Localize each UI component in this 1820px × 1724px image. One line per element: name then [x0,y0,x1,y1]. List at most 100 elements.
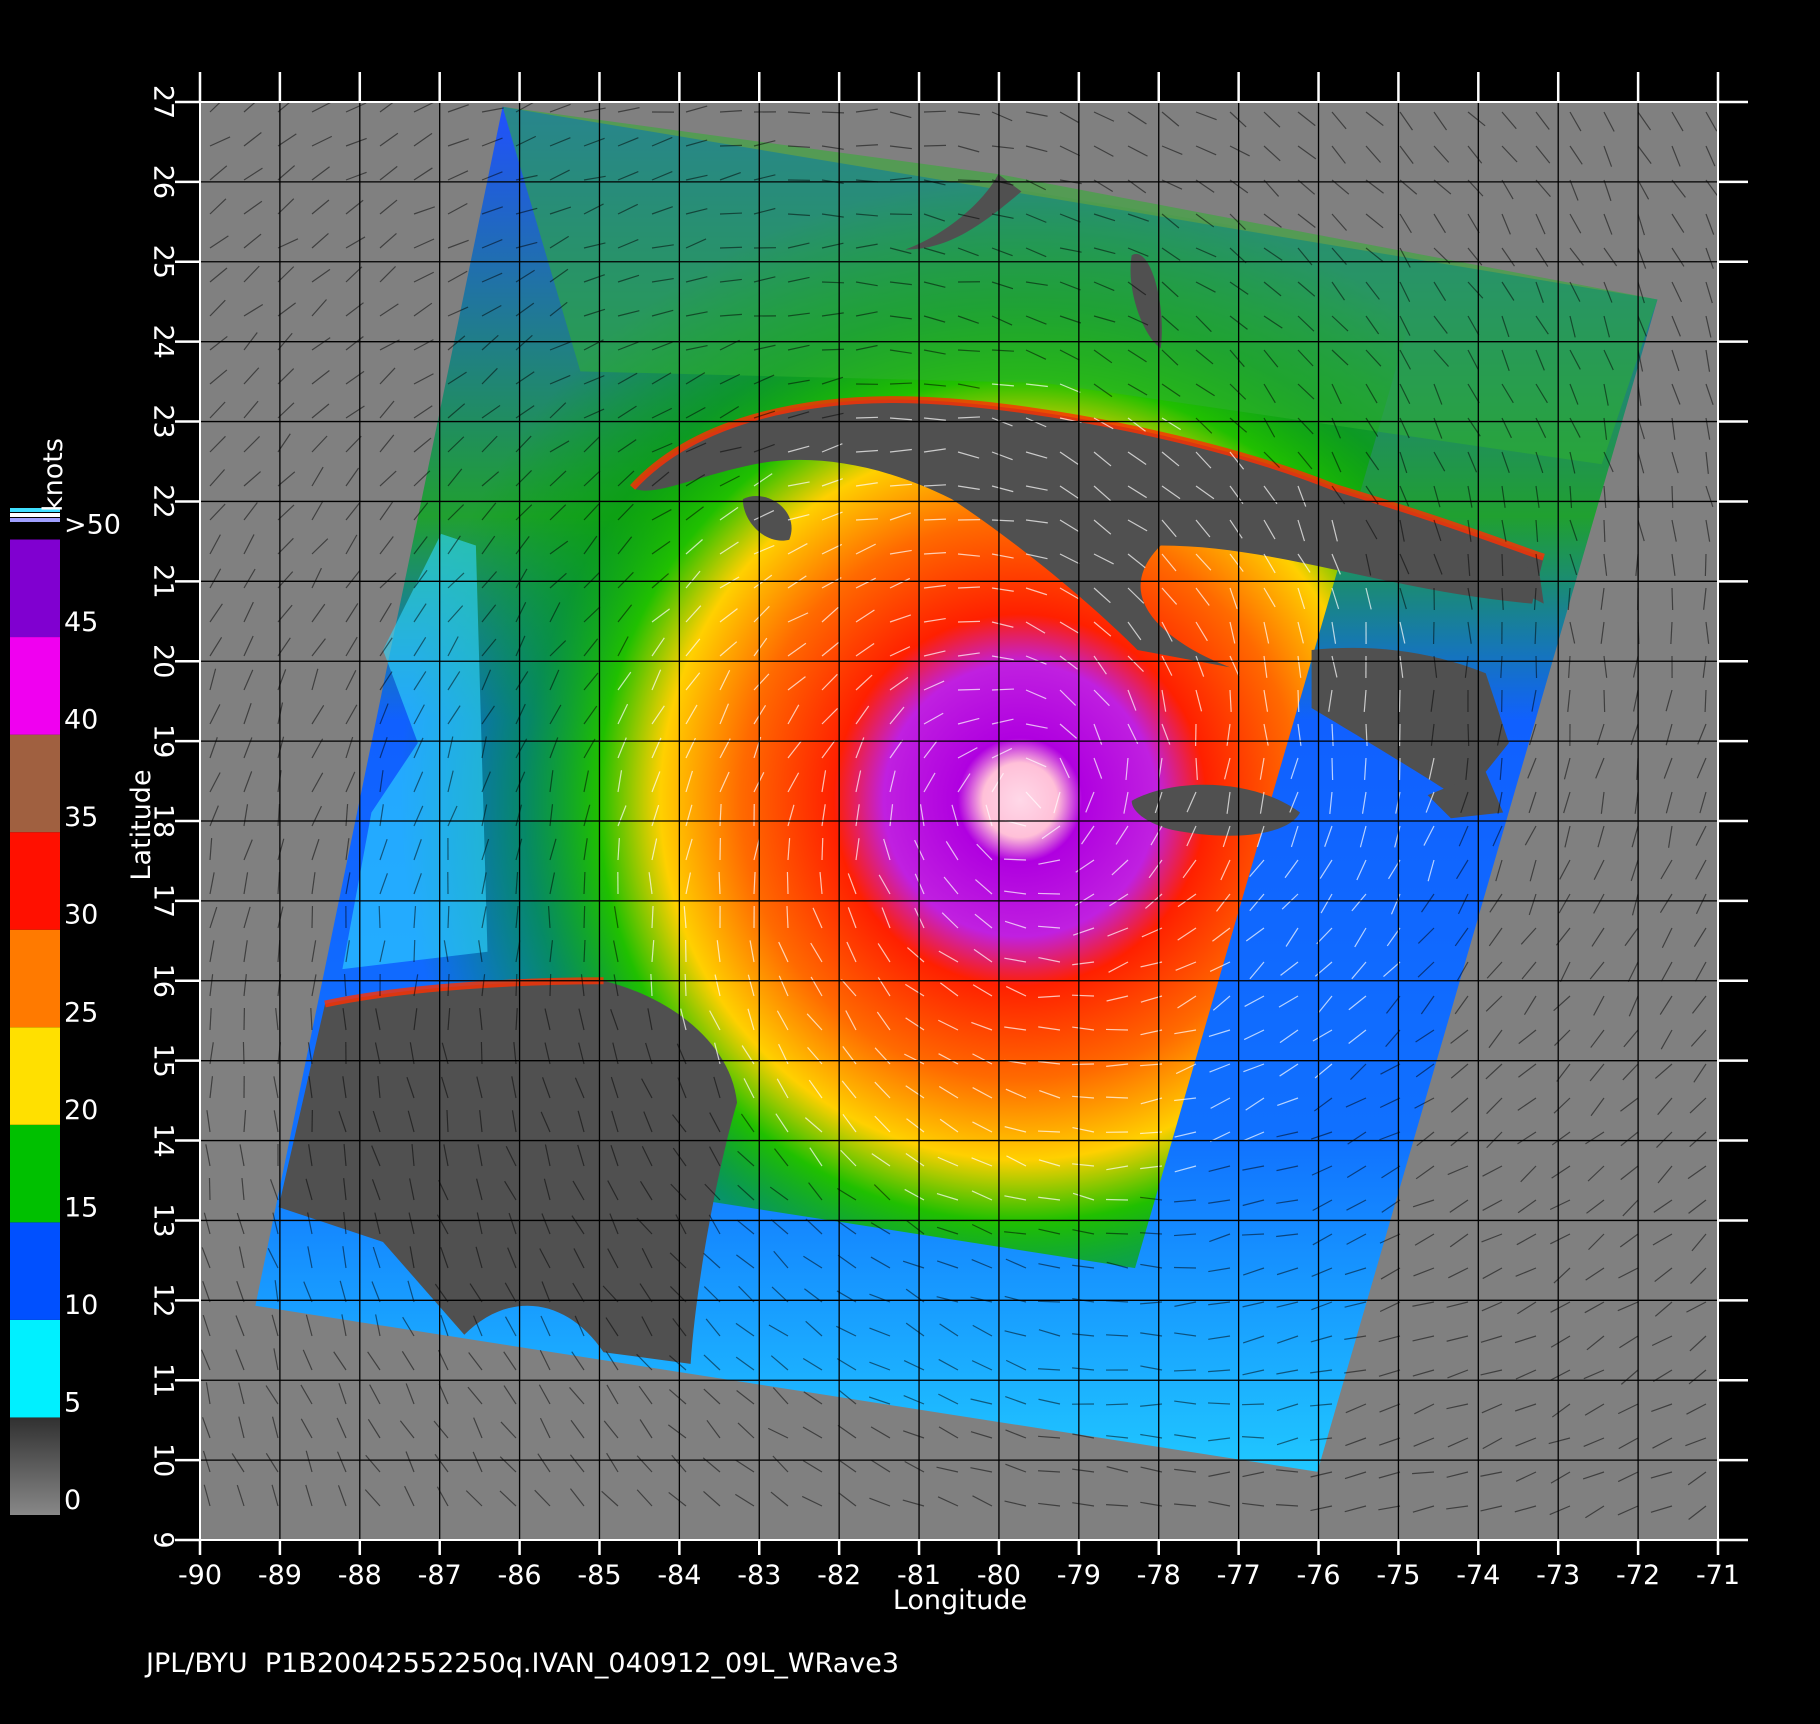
y-tick-label: 27 [148,85,179,119]
wind-barb [550,974,551,996]
wind-barb [1705,554,1706,576]
x-tick-label: -85 [577,1560,621,1591]
wind-barb [720,145,742,146]
y-tick-label: 15 [148,1043,179,1077]
y-tick-label: 24 [148,324,179,358]
colorbar-tick-label: 15 [64,1192,98,1223]
wind-barb [958,180,980,181]
wind-barb [1072,995,1094,996]
colorbar-tick-label: 30 [64,900,98,931]
wind-barb [1072,1064,1094,1065]
y-tick-label: 23 [148,404,179,438]
wind-barb [379,906,380,928]
wind-barb [1106,1199,1128,1200]
colorbar-tick-label: 45 [64,607,98,638]
x-tick-label: -77 [1217,1560,1261,1591]
colorbar-tick-label: >50 [64,510,121,541]
wind-barb [958,689,980,690]
colorbar-segment [10,637,60,735]
x-tick-label: -82 [817,1560,861,1591]
colorbar-segment [10,832,60,930]
colorbar-tick-label: 5 [64,1387,81,1418]
wind-barb [516,974,517,996]
wind-barb [414,940,415,962]
x-tick-label: -76 [1296,1560,1340,1591]
colorbar-segment [10,1125,60,1223]
colorbar-label: knots [38,438,69,512]
wind-barb [448,906,449,928]
x-tick-label: -86 [498,1560,542,1591]
colorbar-segment [10,930,60,1028]
wind-barb [720,247,742,248]
wind-barb [822,112,844,113]
wind-barb [1106,1029,1128,1030]
wind-barb [1536,656,1537,678]
wind-barb [856,417,878,418]
y-tick-label: 26 [148,165,179,199]
x-tick-label: -73 [1536,1560,1580,1591]
wind-barb [1332,758,1333,780]
x-tick-label: -79 [1057,1560,1101,1591]
x-tick-label: -78 [1137,1560,1181,1591]
colorbar-segment [10,1222,60,1320]
wind-barb [1399,690,1400,712]
x-tick-label: -83 [737,1560,781,1591]
colorbar-segment [10,735,60,833]
footer: JPL/BYU P1B20042552250q.IVAN_040912_09L_… [144,1648,899,1679]
wind-barb [1038,893,1060,894]
y-tick-label: 11 [148,1363,179,1397]
colorbar-segment [10,1027,60,1125]
wind-barb [1106,1233,1128,1234]
y-tick-label: 21 [148,564,179,598]
wind-barb [1468,724,1469,746]
wind-barb [584,906,585,928]
wind-barb [1038,1301,1060,1302]
colorbar-cap [10,513,60,517]
y-tick-label: 9 [148,1531,179,1548]
wind-barb [822,282,844,283]
wind-barb [1604,690,1605,712]
x-tick-label: -90 [178,1560,222,1591]
colorbar-tick-label: 20 [64,1095,98,1126]
colorbar-tick-label: 40 [64,705,98,736]
wind-barb [822,838,823,860]
wind-barb [1298,690,1299,712]
colorbar-segment [10,1417,60,1515]
colorbar-tick-label: 10 [64,1290,98,1321]
y-tick-label: 16 [148,964,179,998]
colorbar-cap [10,518,60,522]
y-tick-label: 25 [148,245,179,279]
y-tick-label: 13 [148,1203,179,1237]
y-tick-label: 17 [148,884,179,918]
y-tick-label: 10 [148,1443,179,1477]
wind-barb [1502,554,1503,576]
x-tick-label: -89 [258,1560,302,1591]
wind-barb [1242,1404,1264,1405]
x-tick-label: -84 [657,1560,701,1591]
colorbar-tick-label: 0 [64,1485,81,1516]
x-tick-label: -75 [1376,1560,1420,1591]
wind-barb [787,872,788,894]
x-tick-label: -87 [418,1560,462,1591]
x-tick-label: -88 [338,1560,382,1591]
wind-barb [958,621,980,622]
x-tick-label: -71 [1696,1560,1740,1591]
y-tick-label: 20 [148,644,179,678]
y-tick-label: 22 [148,484,179,518]
y-tick-label: 14 [148,1123,179,1157]
x-tick-label: -74 [1456,1560,1500,1591]
wind-barb [822,349,844,350]
colorbar-tick-label: 35 [64,802,98,833]
x-tick-label: -72 [1616,1560,1660,1591]
wind-barb [1672,486,1673,508]
y-tick-label: 19 [148,724,179,758]
x-axis-label: Longitude [893,1585,1027,1616]
y-tick-label: 12 [148,1283,179,1317]
wind-barb [685,974,686,996]
wind-barb [1106,1404,1128,1405]
wind-barb [924,111,946,112]
wind-barb [1672,588,1673,610]
colorbar-tick-label: 25 [64,997,98,1028]
y-axis-label: Latitude [126,769,157,880]
